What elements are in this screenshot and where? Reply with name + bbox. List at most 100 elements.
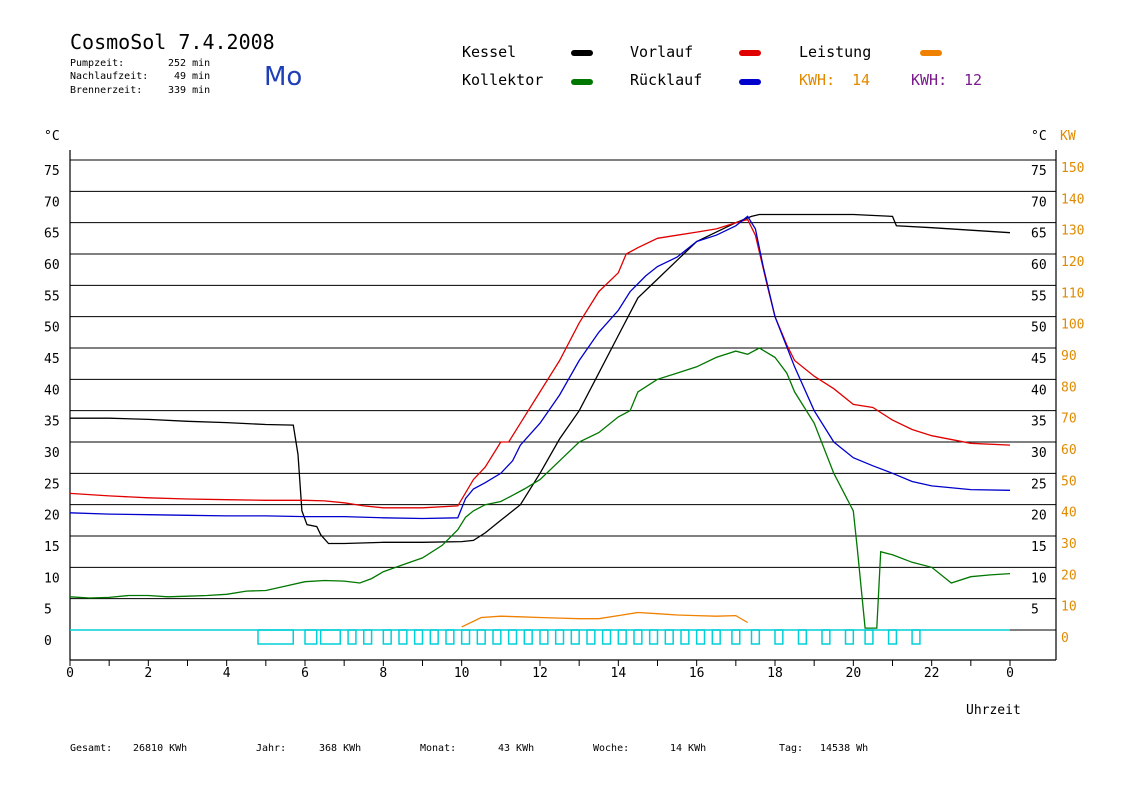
footer-woche-label: Woche: xyxy=(593,743,630,754)
y-tick-right: 15 xyxy=(1031,540,1047,555)
kw-tick: 20 xyxy=(1061,568,1077,583)
kw-tick: 60 xyxy=(1061,443,1077,458)
pump-interval xyxy=(570,629,580,645)
pump-interval xyxy=(601,629,612,645)
pump-interval xyxy=(507,629,518,645)
x-tick-label: 0 xyxy=(1006,666,1014,681)
y-tick-right: 10 xyxy=(1031,571,1047,586)
y-tick-left: 75 xyxy=(44,164,60,179)
pump-interval xyxy=(319,629,341,645)
y-tick-right: 65 xyxy=(1031,227,1047,242)
y-axis-label-left: °C xyxy=(44,129,60,144)
legend-kessel-label: Kessel xyxy=(462,43,517,61)
pump-interval xyxy=(864,629,874,645)
pump-interval xyxy=(911,629,921,645)
x-tick-label: 16 xyxy=(689,666,705,681)
pump-interval xyxy=(633,629,643,645)
stat-nachlaufzeit-value: 49 min xyxy=(174,71,211,82)
y-tick-left: 65 xyxy=(44,227,60,242)
kw-tick: 130 xyxy=(1061,224,1084,239)
pump-interval xyxy=(774,629,784,645)
weekday-label: Mo xyxy=(264,62,303,92)
y-tick-right: 35 xyxy=(1031,415,1047,430)
y-tick-left: 50 xyxy=(44,321,60,336)
stat-brennerzeit-value: 339 min xyxy=(168,85,211,96)
legend-kwh1-value: 14 xyxy=(852,71,871,89)
pump-interval xyxy=(680,629,690,645)
legend-vorlauf-label: Vorlauf xyxy=(630,43,694,61)
chart-grid xyxy=(70,159,1056,631)
y-tick-right: 45 xyxy=(1031,352,1047,367)
legend-leistung-label: Leistung xyxy=(799,43,872,61)
pump-interval xyxy=(476,629,486,645)
pump-interval xyxy=(797,629,808,645)
y-tick-right: 50 xyxy=(1031,321,1047,336)
legend-kollektor-label: Kollektor xyxy=(462,71,544,89)
y-tick-right: 20 xyxy=(1031,509,1047,524)
y-axis-label-right-temp: °C xyxy=(1031,129,1047,144)
y-tick-right: 75 xyxy=(1031,164,1047,179)
y-tick-right: 30 xyxy=(1031,446,1047,461)
y-tick-left: 0 xyxy=(44,634,52,649)
pump-interval xyxy=(460,629,471,645)
x-tick-label: 0 xyxy=(66,666,74,681)
kw-tick: 0 xyxy=(1061,631,1069,646)
chart-ticks: 0510152025303540455055606570755101520253… xyxy=(44,161,1084,681)
kw-tick: 80 xyxy=(1061,380,1077,395)
pump-interval xyxy=(445,629,455,645)
legend-kwh1-label: KWH: xyxy=(799,71,836,89)
y-tick-left: 30 xyxy=(44,446,60,461)
kw-tick: 110 xyxy=(1061,286,1084,301)
pump-interval xyxy=(398,629,408,645)
x-tick-label: 10 xyxy=(454,666,470,681)
pump-interval xyxy=(492,629,502,645)
chart-title: CosmoSol 7.4.2008 xyxy=(70,30,275,54)
y-tick-left: 10 xyxy=(44,571,60,586)
x-tick-label: 2 xyxy=(144,666,152,681)
legend-vorlauf-swatch xyxy=(739,50,761,56)
legend-kollektor-swatch xyxy=(571,79,593,85)
y-tick-right: 70 xyxy=(1031,195,1047,210)
series-kessel xyxy=(70,213,1011,545)
pump-interval xyxy=(695,629,706,645)
legend-kessel-swatch xyxy=(571,50,593,56)
pump-interval xyxy=(586,629,596,645)
stat-pumpzeit-label: Pumpzeit: xyxy=(70,58,125,69)
pump-interval xyxy=(413,629,424,645)
pump-interval xyxy=(347,629,357,645)
y-tick-left: 40 xyxy=(44,383,60,398)
x-axis-label: Uhrzeit xyxy=(966,703,1021,718)
x-tick-label: 14 xyxy=(611,666,627,681)
pump-interval xyxy=(554,629,565,645)
chart-series xyxy=(69,213,1011,629)
x-tick-label: 8 xyxy=(379,666,387,681)
x-tick-label: 12 xyxy=(532,666,548,681)
kw-tick: 100 xyxy=(1061,318,1084,333)
pump-interval xyxy=(539,629,549,645)
pump-interval xyxy=(731,629,741,645)
stat-brennerzeit-label: Brennerzeit: xyxy=(70,85,143,96)
x-tick-label: 22 xyxy=(924,666,940,681)
pump-interval xyxy=(617,629,627,645)
footer-tag-value: 14538 Wh xyxy=(820,743,869,754)
series-vorlauf xyxy=(69,218,1011,509)
y-tick-left: 45 xyxy=(44,352,60,367)
series-leistung xyxy=(461,611,748,628)
pump-interval xyxy=(648,629,659,645)
stat-pumpzeit-value: 252 min xyxy=(168,58,211,69)
pump-interval xyxy=(887,629,898,645)
series-rcklauf xyxy=(69,215,1011,520)
chart-axes xyxy=(69,150,1057,661)
pump-interval xyxy=(363,629,373,645)
y-tick-left: 70 xyxy=(44,195,60,210)
footer-monat-label: Monat: xyxy=(420,743,457,754)
kw-tick: 40 xyxy=(1061,506,1077,521)
footer-tag-label: Tag: xyxy=(779,743,804,754)
footer-jahr-label: Jahr: xyxy=(256,743,287,754)
pump-interval xyxy=(664,629,674,645)
y-axis-label-right-power: KW xyxy=(1060,129,1076,144)
footer-gesamt-label: Gesamt: xyxy=(70,743,113,754)
y-tick-right: 60 xyxy=(1031,258,1047,273)
kw-tick: 90 xyxy=(1061,349,1077,364)
stat-nachlaufzeit-label: Nachlaufzeit: xyxy=(70,71,149,82)
